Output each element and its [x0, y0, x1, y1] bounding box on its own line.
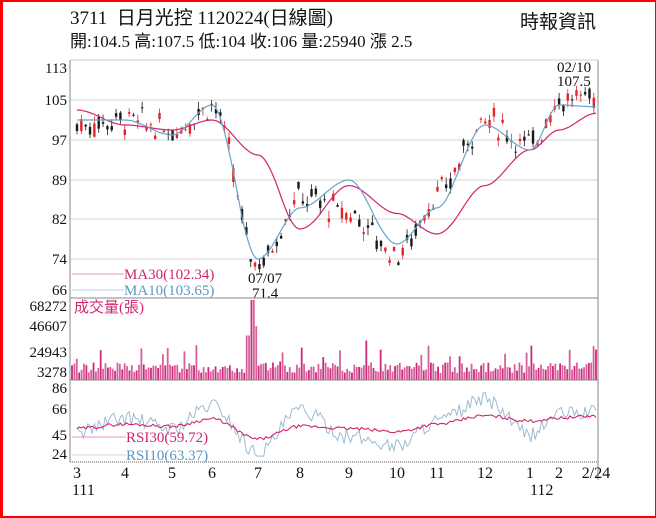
rsi30-legend: RSI30(59.72): [126, 430, 208, 446]
svg-text:74: 74: [52, 252, 68, 268]
svg-text:97: 97: [52, 133, 68, 149]
rsi-y-axis-labels: 86 66 45 24: [52, 381, 68, 463]
svg-text:1: 1: [526, 465, 534, 482]
source-label: 時報資訊: [520, 12, 597, 33]
low-date-annotation: 07/07: [248, 271, 283, 287]
svg-text:3: 3: [73, 465, 81, 482]
svg-text:6: 6: [208, 465, 216, 482]
svg-text:2/24: 2/24: [582, 465, 610, 482]
rsi10-legend: RSI10(63.37): [126, 448, 208, 464]
svg-text:12: 12: [477, 465, 493, 482]
low-value-annotation: 71.4: [252, 286, 279, 302]
svg-text:113: 113: [45, 61, 67, 77]
candlesticks: [75, 85, 596, 273]
svg-text:66: 66: [52, 402, 68, 418]
svg-text:9: 9: [345, 465, 353, 482]
svg-text:46607: 46607: [30, 319, 68, 335]
svg-text:24943: 24943: [30, 345, 68, 361]
ma10-legend: MA10(103.65): [124, 283, 214, 299]
svg-text:4: 4: [121, 465, 129, 482]
svg-text:7: 7: [254, 465, 262, 482]
svg-text:89: 89: [52, 173, 67, 189]
svg-text:24: 24: [52, 447, 68, 463]
svg-text:8: 8: [296, 465, 304, 482]
quote-summary: 開:104.5 高:107.5 低:104 收:106 量:25940 漲 2.…: [70, 32, 413, 51]
rsi10-line: [76, 392, 597, 457]
svg-text:2: 2: [555, 465, 563, 482]
svg-text:10: 10: [389, 465, 405, 482]
svg-text:66: 66: [52, 283, 68, 299]
rsi30-line: [76, 414, 597, 441]
volume-title: 成交量(張): [74, 298, 144, 316]
high-date-annotation: 02/10: [557, 60, 591, 76]
svg-text:3278: 3278: [37, 365, 67, 381]
chart-title: 3711 日月光控 1120224(日線圖): [70, 8, 333, 29]
ma30-legend: MA30(102.34): [124, 267, 214, 283]
svg-text:11: 11: [429, 465, 444, 482]
price-y-axis-labels: 113 105 97 89 82 74 66: [45, 61, 68, 299]
svg-text:82: 82: [52, 212, 67, 228]
rsi-panel: 86 66 45 24 RSI30(59.72) RSI10(63.37): [52, 379, 598, 464]
ma10-line: [77, 104, 596, 260]
svg-text:45: 45: [52, 428, 67, 444]
svg-text:5: 5: [168, 465, 176, 482]
high-value-annotation: 107.5: [557, 74, 591, 90]
year-label-112: 112: [530, 482, 553, 499]
volume-panel: 68272 46607 24943 3278 成交量(張): [30, 297, 598, 381]
svg-text:105: 105: [45, 93, 68, 109]
price-gridlines: [70, 99, 598, 260]
ma30-line: [76, 109, 597, 235]
volume-bars: [71, 300, 597, 380]
x-axis-month-labels: 3 4 5 6 7 8 9 10 11 12 1 2 2/24: [73, 465, 610, 482]
volume-y-axis-labels: 68272 46607 24943 3278: [30, 299, 68, 381]
year-label-111: 111: [72, 482, 95, 499]
svg-text:68272: 68272: [30, 299, 68, 315]
svg-text:86: 86: [52, 381, 68, 397]
